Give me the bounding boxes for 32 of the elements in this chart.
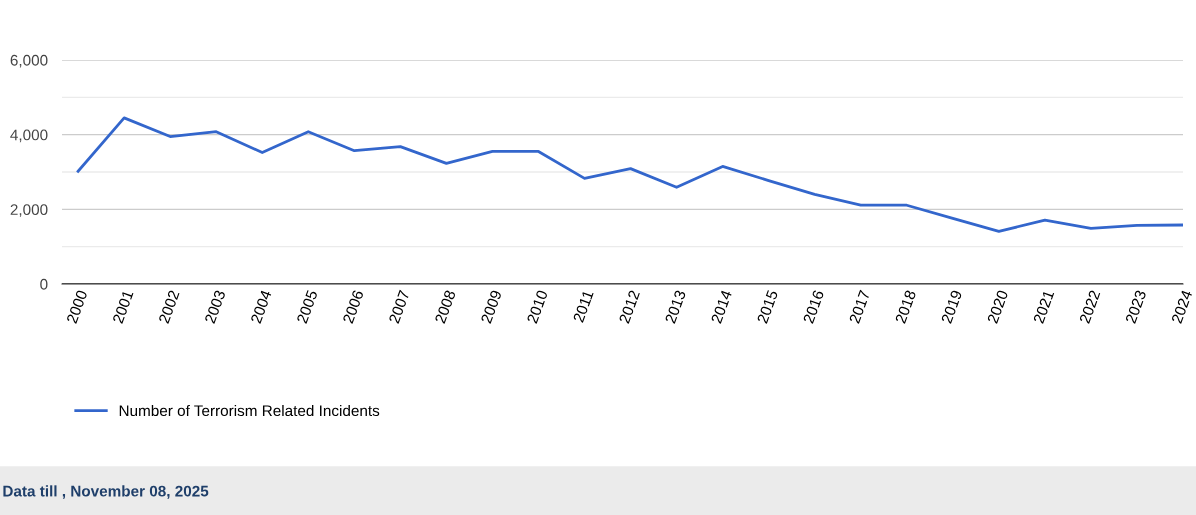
x-tick-label: 2008 xyxy=(434,289,456,324)
y-tick-label: 0 xyxy=(40,278,48,290)
x-tick-label: 2015 xyxy=(756,289,779,324)
x-tick-label: 2007 xyxy=(388,289,410,324)
x-tick-label: 2022 xyxy=(1079,289,1101,324)
x-tick-label: 2018 xyxy=(894,289,917,324)
x-tick-label: 2004 xyxy=(250,289,272,324)
x-tick-label: 2016 xyxy=(802,289,825,324)
legend-label: Number of Terrorism Related Incidents xyxy=(119,404,380,417)
x-tick-label: 2010 xyxy=(526,289,548,324)
x-tick-label: 2003 xyxy=(204,289,226,324)
x-tick-label: 2000 xyxy=(66,289,88,324)
x-tick-label: 2005 xyxy=(296,289,318,324)
x-tick-label: 2013 xyxy=(664,289,687,324)
x-tick-label: 2002 xyxy=(158,289,180,324)
x-tick-label: 2023 xyxy=(1125,289,1147,324)
x-tick-label: 2012 xyxy=(618,289,640,324)
text: Data till , November 08, 2025 xyxy=(3,485,209,499)
x-tick-label: 2024 xyxy=(1171,289,1193,324)
line-series xyxy=(76,116,1183,233)
y-tick-label: 6,000 xyxy=(10,54,48,68)
x-tick-label: 2020 xyxy=(986,289,1009,324)
x-tick-label: 2021 xyxy=(1033,289,1055,324)
x-tick-label: 2006 xyxy=(342,289,364,324)
x-tick-label: 2011 xyxy=(572,289,594,323)
x-tick-label: 2019 xyxy=(940,289,963,324)
y-tick-label: 2,000 xyxy=(10,204,48,217)
x-tick-label: 2009 xyxy=(480,289,502,324)
x-tick-label: 2014 xyxy=(710,289,733,324)
y-tick-label: 4,000 xyxy=(10,129,48,143)
x-tick-label: 2001 xyxy=(112,289,134,324)
x-tick-label: 2017 xyxy=(848,289,871,324)
